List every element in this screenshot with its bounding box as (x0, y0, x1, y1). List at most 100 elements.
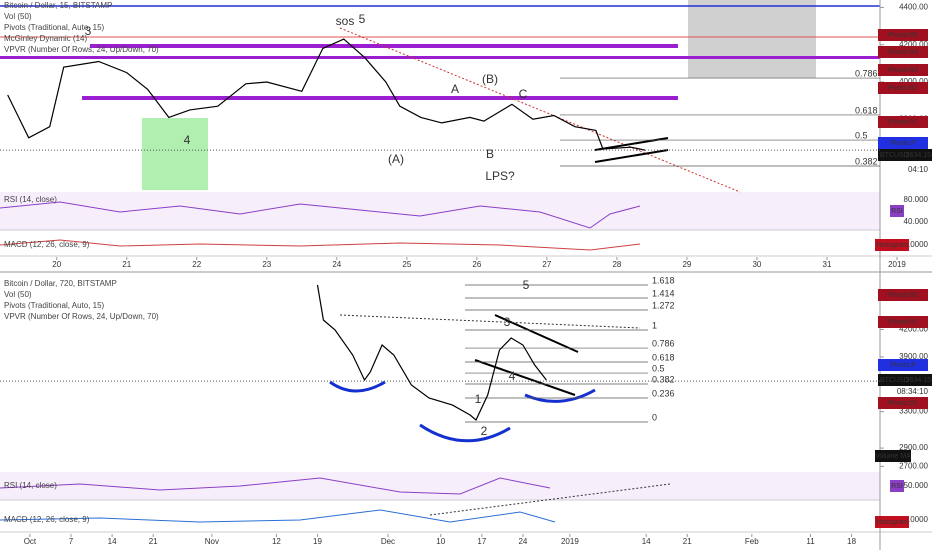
pivot-tag-label: Pivots:R5 (888, 32, 918, 39)
pivot-tag-label: Pivots:R4 (888, 49, 918, 56)
macd-line (0, 239, 641, 251)
symbol-label: BTCUSD (880, 152, 909, 159)
rsi-tag-label: RSI (891, 208, 903, 215)
rsi-tag (890, 480, 904, 492)
fib-label: 0.786 (855, 68, 878, 78)
macd-tag-label: Histogram (876, 242, 908, 249)
chart-title: Bitcoin / Dollar, 720, BITSTAMP (4, 279, 117, 288)
rsi-legend: RSI (14, close) (4, 195, 57, 204)
fib-label: 0.5 (855, 130, 868, 140)
time-tick-label: 22 (192, 260, 201, 269)
rsi-tick-label: 40.000 (904, 217, 929, 226)
pivot-tag (878, 359, 928, 371)
chart-title: Bitcoin / Dollar, 15, BITSTAMP (4, 1, 112, 10)
fib-label: 1.414 (652, 288, 675, 298)
fib-label: 0.618 (652, 352, 675, 362)
fib-label: 0.5 (652, 363, 665, 373)
wave-label: 4 (509, 369, 516, 383)
rsi-tick-label: 50.000 (904, 481, 929, 490)
price-line (7, 38, 646, 151)
time-tick-label: Nov (205, 537, 219, 546)
rsi-line (0, 201, 641, 229)
countdown: 04:10 (908, 165, 929, 174)
fib-label: 0.786 (652, 338, 675, 348)
rsi-panel (0, 472, 880, 500)
time-tick-label: 21 (122, 260, 131, 269)
fib-label: 0.618 (855, 105, 878, 115)
price-tick-label: 4200.00 (899, 325, 928, 334)
wave-label: 5 (523, 278, 530, 292)
time-tick-label: Dec (381, 537, 395, 546)
price-tick-label: 3900.00 (899, 352, 928, 361)
time-tick-label: 20 (52, 260, 61, 269)
wave-label: 3 (85, 24, 92, 38)
wave-label: 1 (475, 392, 482, 406)
time-tick-label: 14 (642, 537, 651, 546)
pivot-tag (878, 316, 928, 328)
pivot-tag (878, 397, 928, 409)
fib-label: 1 (652, 320, 657, 330)
wave-label: (B) (482, 72, 498, 86)
fib-label: 0.382 (652, 374, 675, 384)
trend-box (90, 44, 678, 48)
pivot-tag-label: Pivots:R2 (888, 85, 918, 92)
time-tick-label: 11 (806, 537, 815, 546)
rsi-panel (0, 192, 880, 230)
fib-label: 1.618 (652, 275, 675, 285)
time-tick-label: 26 (472, 260, 481, 269)
vol-tag-label: Volume MA (875, 453, 911, 460)
time-tick-label: 10 (436, 537, 445, 546)
trend-line (429, 483, 671, 516)
pattern-arc (419, 423, 511, 443)
price-tick-label: 2700.00 (899, 461, 928, 470)
wave-label: sos (336, 14, 355, 28)
macd-tag (875, 239, 909, 251)
wave-label: LPS? (485, 169, 515, 183)
indicator-legend: VPVR (Number Of Rows, 24, Up/Down, 70) (4, 45, 159, 54)
time-tick-label: 29 (682, 260, 691, 269)
trend-line (594, 149, 669, 163)
fib-label: 1.272 (652, 300, 675, 310)
countdown: 08:34:10 (897, 387, 929, 396)
pivot-tag (878, 46, 928, 58)
indicator-legend: Vol (50) (4, 12, 32, 21)
pivot-tag-label: Pivots:R1 (888, 119, 918, 126)
last-price-tag (878, 374, 932, 386)
last-price-tag (878, 149, 932, 161)
time-tick-label: Oct (24, 537, 37, 546)
pivot-tag-label: Pivots:P (890, 140, 916, 147)
trend-box (82, 96, 678, 100)
fib-label: 0.382 (855, 156, 878, 166)
time-tick-label: 27 (542, 260, 551, 269)
symbol-label: BTCUSD (880, 377, 909, 384)
pivot-tag (878, 116, 928, 128)
pivot-tag-label: Pivots:R3 (888, 67, 918, 74)
trend-box (0, 56, 880, 59)
time-tick-label: 7 (69, 537, 74, 546)
time-tick-label: 24 (332, 260, 341, 269)
wave-label: 4 (184, 133, 191, 147)
rsi-line (0, 477, 551, 495)
price-tick-label: 2900.00 (899, 443, 928, 452)
indicator-legend: McGinley Dynamic (14) (4, 34, 87, 43)
fib-label: 0.236 (652, 388, 675, 398)
macd-legend: MACD (12, 26, close, 9) (4, 515, 90, 524)
pivot-tag (878, 64, 928, 76)
time-tick-label: 2019 (561, 537, 579, 546)
macd-line (0, 509, 556, 523)
vol-tag (875, 450, 911, 462)
pivot-tag (878, 29, 928, 41)
time-tick-label: 23 (262, 260, 271, 269)
time-tick-label: 30 (752, 260, 761, 269)
last-price: 3634.15 (906, 152, 931, 159)
pattern-arc (524, 388, 596, 403)
fib-label: 0 (652, 412, 657, 422)
indicator-legend: Pivots (Traditional, Auto, 15) (4, 23, 105, 32)
price-line (316, 284, 547, 421)
wave-label: C (519, 87, 528, 101)
macd-tag-label: Histogram (876, 519, 908, 526)
time-tick-label: 19 (313, 537, 322, 546)
wave-label: (A) (388, 152, 404, 166)
